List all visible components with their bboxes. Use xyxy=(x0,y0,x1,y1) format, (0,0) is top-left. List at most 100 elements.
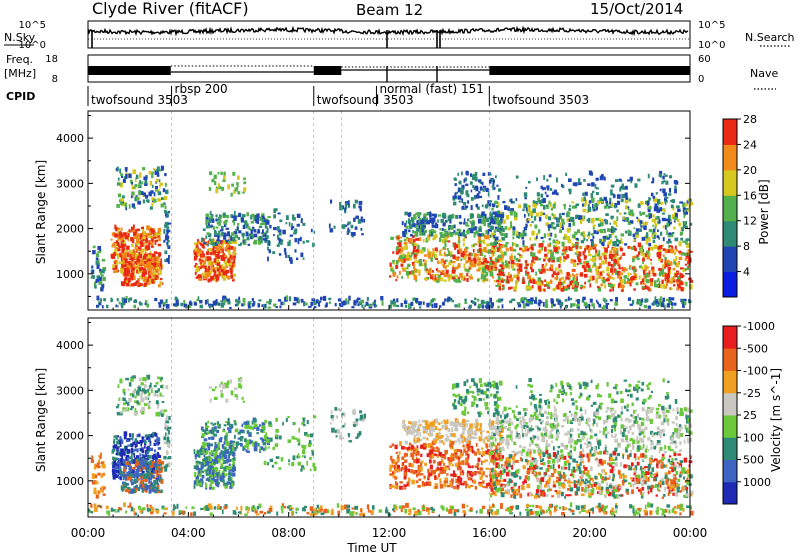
colorbar-band xyxy=(723,169,737,196)
echo-cell xyxy=(465,253,470,257)
echo-cell xyxy=(591,303,595,307)
echo-cell xyxy=(204,469,208,473)
echo-cell xyxy=(118,458,120,464)
echo-cell xyxy=(574,252,579,255)
echo-cell xyxy=(664,200,668,203)
echo-cell xyxy=(582,265,585,269)
echo-cell xyxy=(143,176,147,181)
echo-cell xyxy=(685,210,689,215)
echo-cell xyxy=(98,276,102,281)
echo-cell xyxy=(517,303,522,308)
echo-cell xyxy=(461,171,463,176)
echo-cell xyxy=(237,437,241,440)
echo-cell xyxy=(442,263,446,267)
echo-cell xyxy=(667,235,671,238)
echo-cell xyxy=(121,487,124,492)
echo-cell xyxy=(677,285,681,289)
echo-cell xyxy=(143,271,148,276)
echo-cell xyxy=(629,176,633,181)
echo-cell xyxy=(499,226,503,232)
echo-cell xyxy=(166,451,169,454)
echo-cell xyxy=(215,276,220,281)
echo-cell xyxy=(194,271,197,276)
echo-cell xyxy=(487,200,491,205)
echo-cell xyxy=(300,218,303,224)
echo-cell xyxy=(574,279,578,285)
echo-cell xyxy=(213,270,217,274)
echo-cell xyxy=(212,479,216,483)
echo-cell xyxy=(401,267,404,270)
echo-cell xyxy=(230,235,233,238)
echo-cell xyxy=(129,297,133,301)
echo-cell xyxy=(138,301,141,304)
echo-cell xyxy=(457,279,461,283)
echo-cell xyxy=(131,252,135,258)
echo-cell xyxy=(129,397,132,400)
echo-cell xyxy=(213,460,216,465)
echo-cell xyxy=(549,242,552,246)
echo-cell xyxy=(159,392,162,397)
echo-cell xyxy=(167,442,170,448)
echo-cell xyxy=(655,299,658,304)
echo-cell xyxy=(652,234,656,239)
echo-cell xyxy=(268,421,272,425)
echo-cell xyxy=(636,299,640,304)
echo-cell xyxy=(650,246,654,251)
echo-cell xyxy=(430,229,435,234)
echo-cell xyxy=(432,248,435,252)
echo-cell xyxy=(482,185,487,188)
echo-cell xyxy=(195,461,200,464)
echo-cell xyxy=(235,441,240,446)
echo-cell xyxy=(535,271,537,276)
echo-cell xyxy=(404,211,408,216)
echo-cell xyxy=(488,203,492,207)
echo-cell xyxy=(492,276,494,279)
echo-cell xyxy=(202,441,206,446)
echo-cell xyxy=(508,274,511,277)
echo-cell xyxy=(287,416,290,419)
echo-cell xyxy=(623,275,627,279)
echo-cell xyxy=(159,281,163,285)
echo-cell xyxy=(141,436,145,439)
echo-cell xyxy=(247,302,250,306)
echo-cell xyxy=(296,223,300,227)
echo-cell xyxy=(484,250,488,253)
echo-cell xyxy=(621,286,624,290)
echo-cell xyxy=(682,269,685,273)
echo-cell xyxy=(515,243,519,248)
echo-cell xyxy=(444,266,447,270)
echo-cell xyxy=(210,238,214,242)
echo-cell xyxy=(243,177,246,180)
echo-cell xyxy=(147,199,150,203)
echo-cell xyxy=(215,188,219,194)
echo-cell xyxy=(592,247,595,250)
echo-cell xyxy=(607,271,610,275)
echo-cell xyxy=(552,287,556,292)
echo-cell xyxy=(656,209,660,213)
echo-cell xyxy=(212,246,216,250)
echo-cell xyxy=(502,245,505,248)
echo-cell xyxy=(508,261,511,264)
echo-cell xyxy=(117,193,121,198)
echo-cell xyxy=(583,204,587,207)
echo-cell xyxy=(637,242,642,248)
echo-cell xyxy=(227,300,231,305)
echo-cell xyxy=(567,239,572,244)
echo-cell xyxy=(487,192,490,197)
echo-cell xyxy=(351,306,355,309)
echo-cell xyxy=(160,203,164,208)
echo-cell xyxy=(536,177,538,182)
echo-cell xyxy=(132,263,136,267)
echo-cell xyxy=(257,303,260,308)
echo-cell xyxy=(263,219,266,223)
echo-cell xyxy=(93,281,97,286)
echo-cell xyxy=(231,483,234,487)
echo-cell xyxy=(101,485,104,489)
echo-cell xyxy=(590,217,595,223)
echo-cell xyxy=(664,286,667,289)
echo-cell xyxy=(690,198,692,202)
echo-cell xyxy=(129,264,133,269)
echo-cell xyxy=(229,254,232,259)
echo-cell xyxy=(659,283,662,289)
echo-cell xyxy=(121,485,125,490)
